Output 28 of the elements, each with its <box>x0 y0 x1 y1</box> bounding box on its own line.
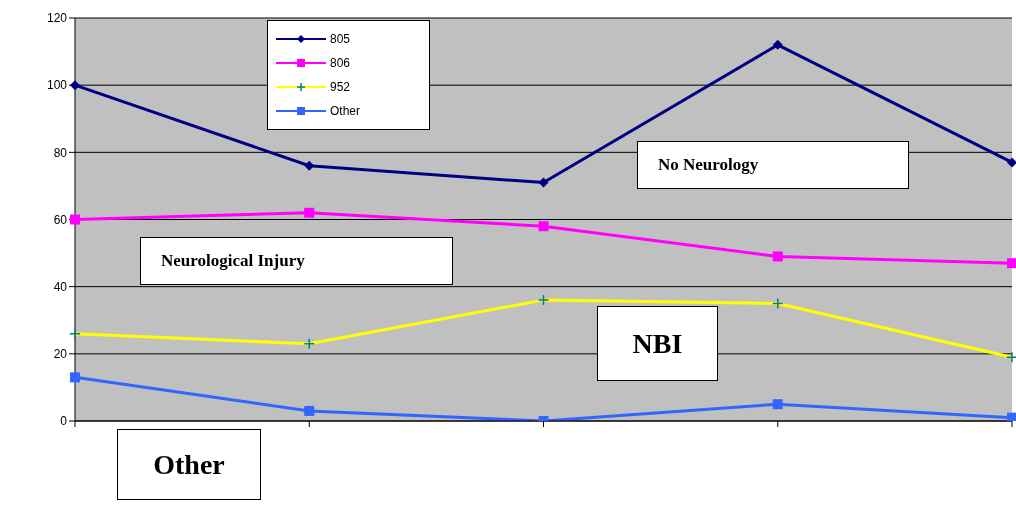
point <box>304 207 315 218</box>
point <box>70 372 80 383</box>
point <box>1007 412 1016 421</box>
y-tick-label: 60 <box>53 212 68 227</box>
y-tick-label: 40 <box>53 279 68 294</box>
legend-label: 805 <box>330 32 351 46</box>
text-box: Other <box>117 429 261 500</box>
point <box>304 160 315 171</box>
text-box: No Neurology <box>637 141 909 189</box>
point <box>1007 258 1016 269</box>
y-tick-label: 100 <box>46 78 68 93</box>
y-tick-label: 0 <box>60 414 68 429</box>
point <box>70 214 80 225</box>
point <box>1007 157 1016 168</box>
point <box>772 39 783 50</box>
legend-label: 806 <box>330 56 351 70</box>
point <box>538 221 549 232</box>
point <box>772 251 783 262</box>
y-tick-label: 120 <box>46 11 68 26</box>
legend-label: 952 <box>330 80 351 94</box>
text-box: Neurological Injury <box>140 237 453 285</box>
legend-label: Other <box>330 104 361 118</box>
y-tick-label: 80 <box>53 145 68 160</box>
point <box>538 177 549 188</box>
point <box>304 405 315 416</box>
y-tick-label: 20 <box>53 347 68 362</box>
point <box>772 399 783 410</box>
text-box: NBI <box>597 306 718 381</box>
